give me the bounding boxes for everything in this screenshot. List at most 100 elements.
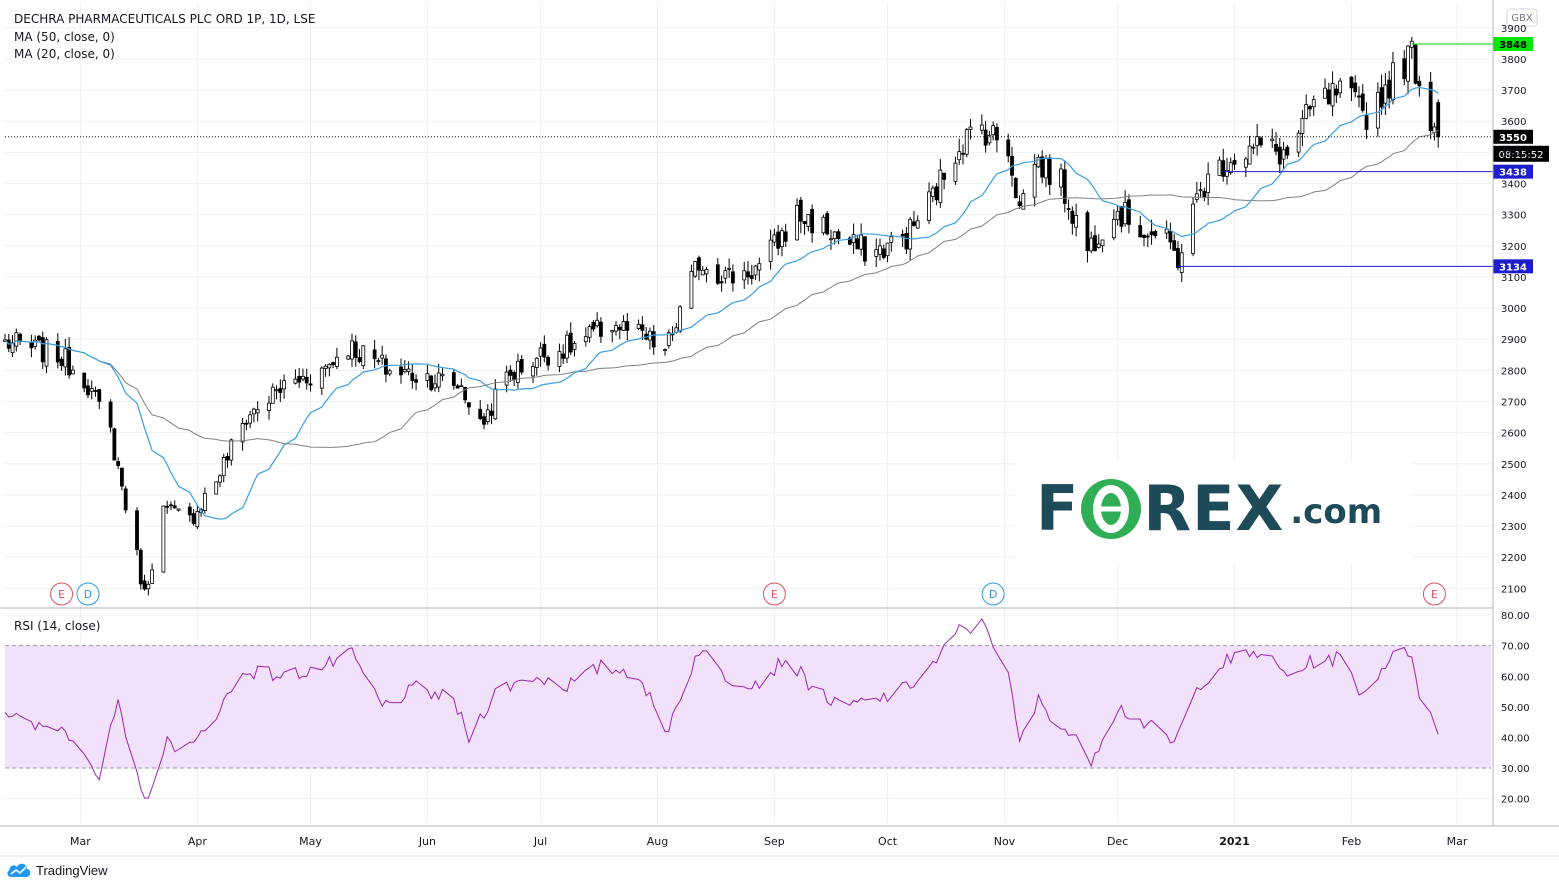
currency-badge: GBX bbox=[1511, 13, 1533, 24]
candle-body bbox=[1281, 149, 1286, 160]
candle-body bbox=[723, 270, 728, 279]
candle-body bbox=[1149, 231, 1154, 236]
event-marker-e bbox=[762, 582, 786, 606]
candle-body bbox=[961, 152, 965, 155]
tradingview-label: TradingView bbox=[36, 862, 108, 878]
candle-body bbox=[455, 385, 460, 389]
candle-body bbox=[587, 326, 592, 338]
candle-body bbox=[1387, 79, 1392, 99]
price-tick-label: 3400 bbox=[1501, 179, 1526, 190]
candle-body bbox=[1270, 138, 1275, 142]
candle-body bbox=[1021, 193, 1026, 210]
candle-body bbox=[1153, 231, 1158, 237]
candle-body bbox=[542, 343, 547, 358]
price-label-support: 3134 bbox=[1499, 262, 1527, 273]
candle-body bbox=[70, 369, 75, 375]
candle-body bbox=[780, 230, 784, 248]
candle-body bbox=[1127, 199, 1131, 225]
candle-body bbox=[1089, 237, 1094, 252]
candle-body bbox=[798, 199, 803, 222]
candle-body bbox=[297, 376, 302, 383]
candle-body bbox=[678, 306, 683, 332]
time-tick-label: May bbox=[299, 835, 322, 848]
candle-body bbox=[463, 386, 468, 401]
plot-area bbox=[3, 36, 1441, 799]
candle-body bbox=[847, 237, 852, 245]
candle-body bbox=[1428, 81, 1433, 131]
candle-body bbox=[964, 129, 969, 155]
candle-body bbox=[693, 261, 698, 277]
candle-body bbox=[123, 488, 128, 511]
candle-body bbox=[135, 510, 139, 551]
candle-body bbox=[1353, 82, 1358, 93]
candle-body bbox=[1225, 169, 1229, 177]
candle-body bbox=[331, 362, 336, 366]
candle-body bbox=[161, 505, 166, 573]
price-tick-label: 2400 bbox=[1501, 491, 1526, 502]
candle-body bbox=[282, 380, 286, 390]
tradingview-logo[interactable]: TradingView bbox=[6, 862, 108, 878]
candle-body bbox=[557, 351, 562, 367]
candle-body bbox=[323, 365, 328, 369]
candle-body bbox=[991, 125, 996, 136]
candle-body bbox=[561, 353, 566, 359]
price-label-bg bbox=[1493, 129, 1533, 144]
candle-body bbox=[1259, 137, 1263, 146]
candle-body bbox=[229, 439, 234, 461]
candle-body bbox=[1360, 93, 1365, 111]
candle-body bbox=[467, 402, 471, 408]
candle-body bbox=[1304, 104, 1309, 119]
candle-body bbox=[187, 506, 192, 516]
candle-body bbox=[304, 376, 309, 384]
candle-body bbox=[240, 423, 245, 443]
candle-body bbox=[938, 169, 943, 203]
candle-body bbox=[1221, 160, 1226, 177]
candle-body bbox=[1093, 235, 1097, 251]
candle-body bbox=[214, 481, 219, 495]
candle-body bbox=[1247, 145, 1252, 165]
candle-body bbox=[1417, 80, 1422, 87]
candle-body bbox=[1172, 240, 1177, 251]
candle-body bbox=[493, 388, 498, 420]
candle-body bbox=[719, 281, 724, 284]
candle-body bbox=[1047, 157, 1052, 185]
rsi-tick-label: 20.00 bbox=[1501, 795, 1530, 806]
candle-body bbox=[270, 386, 275, 404]
forex-watermark: F REX .com bbox=[1036, 478, 1382, 540]
ma20-legend: MA (20, close, 0) bbox=[14, 47, 115, 61]
candle-body bbox=[1357, 95, 1361, 98]
candle-body bbox=[565, 334, 569, 359]
candle-body bbox=[1013, 177, 1018, 199]
candle-body bbox=[927, 191, 931, 221]
candle-body bbox=[625, 321, 630, 331]
candle-body bbox=[636, 324, 641, 329]
candle-body bbox=[534, 357, 539, 368]
candle-body bbox=[829, 238, 833, 241]
candle-body bbox=[1138, 225, 1143, 238]
candle-body bbox=[255, 409, 260, 414]
candle-body bbox=[478, 408, 483, 419]
candle-body bbox=[1198, 189, 1203, 192]
candle-body bbox=[1334, 88, 1339, 96]
price-tick-label: 2300 bbox=[1501, 522, 1526, 533]
candle-body bbox=[1145, 235, 1150, 238]
candle-body bbox=[957, 151, 962, 161]
candle-body bbox=[806, 214, 811, 227]
candle-body bbox=[836, 231, 841, 239]
candle-body bbox=[697, 257, 701, 271]
candle-body bbox=[346, 355, 351, 360]
watermark-o-icon bbox=[1081, 479, 1142, 539]
candle-body bbox=[1217, 159, 1222, 176]
rsi-band bbox=[5, 645, 1491, 769]
candle-body bbox=[595, 319, 600, 327]
candle-body bbox=[614, 325, 618, 332]
candle-body bbox=[663, 349, 667, 351]
candle-body bbox=[881, 248, 886, 258]
candle-body bbox=[433, 383, 437, 389]
candle-body bbox=[1006, 139, 1011, 157]
candle-body bbox=[640, 324, 645, 331]
candle-body bbox=[979, 124, 984, 131]
countdown-label: 08:15:52 bbox=[1499, 150, 1544, 161]
candle-body bbox=[112, 428, 117, 461]
